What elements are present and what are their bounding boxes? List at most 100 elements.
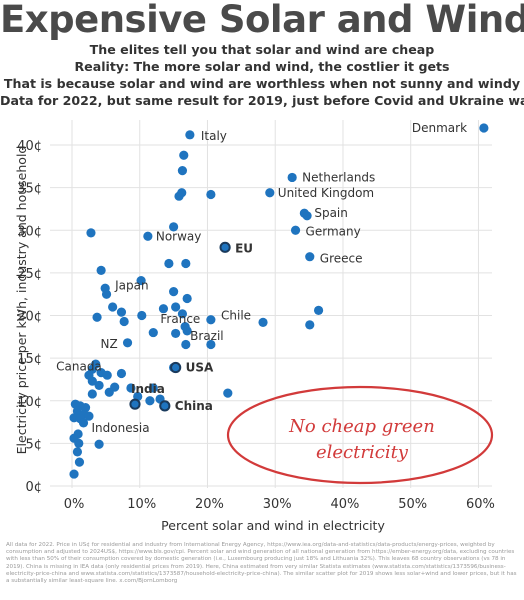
data-point [74, 438, 84, 448]
point-label-norway: Norway [156, 229, 202, 243]
point-label-indonesia: Indonesia [92, 421, 150, 435]
data-point [164, 258, 174, 269]
y-tick-label: 0¢ [25, 480, 42, 495]
chart-title: Expensive Solar and Wind [0, 0, 524, 41]
data-point [84, 411, 94, 421]
y-tick-label: 10¢ [17, 395, 42, 410]
point-label-usa: USA [186, 361, 214, 375]
point-label-china: China [175, 399, 213, 413]
data-point [148, 327, 158, 338]
annotation-line-2: electricity [316, 442, 409, 463]
y-tick-label: 15¢ [17, 352, 42, 367]
data-point [223, 388, 233, 398]
y-tick-label: 30¢ [17, 224, 42, 239]
data-point-denmark [479, 123, 489, 133]
point-label-denmark: Denmark [412, 121, 467, 135]
data-point [145, 396, 155, 406]
subtitle-line-3: That is because solar and wind are worth… [3, 76, 521, 91]
point-label-eu: EU [235, 241, 253, 255]
data-point [169, 287, 179, 297]
data-point [206, 189, 216, 200]
y-tick-label: 25¢ [17, 267, 42, 282]
data-point [302, 211, 312, 221]
data-point-china [159, 400, 171, 412]
y-tick-label: 20¢ [17, 310, 42, 325]
x-tick-label: 50% [398, 497, 427, 512]
point-label-india: India [131, 382, 165, 396]
data-point [104, 387, 114, 397]
x-tick-label: 60% [466, 497, 495, 512]
data-point-greece [305, 252, 315, 262]
data-point [179, 150, 189, 160]
data-point [86, 228, 96, 238]
annotation-ellipse [226, 385, 494, 485]
x-tick-label: 10% [127, 497, 156, 512]
data-point [69, 469, 79, 479]
data-point [206, 339, 216, 350]
point-label-spain: Spain [314, 206, 348, 220]
data-point [94, 439, 104, 449]
data-point [116, 368, 127, 379]
data-point [92, 312, 102, 322]
data-point-brazil [182, 326, 192, 336]
data-point [177, 166, 188, 176]
data-point [96, 265, 106, 275]
data-point [87, 389, 97, 399]
subtitle-line-4: Data for 2022, but same result for 2019,… [0, 93, 524, 108]
subtitle-line-1: The elites tell you that solar and wind … [89, 42, 435, 57]
data-point [171, 328, 181, 339]
data-point-indonesia [78, 418, 89, 428]
y-tick-label: 35¢ [17, 182, 42, 197]
point-label-united-kingdom: United Kingdom [278, 186, 374, 200]
x-tick-label: 20% [195, 497, 224, 512]
x-tick-label: 30% [263, 497, 292, 512]
data-point [174, 191, 184, 201]
data-point [74, 457, 85, 467]
data-point [108, 302, 118, 312]
point-label-canada: Canada [56, 360, 102, 374]
data-point [181, 339, 191, 350]
data-point [171, 302, 181, 312]
data-point [206, 315, 216, 325]
data-point [126, 383, 136, 393]
point-labels: Denmark Italy Netherlands United Kingdom Spa… [56, 121, 467, 435]
data-point [116, 307, 127, 317]
data-point [182, 293, 192, 304]
data-point [72, 447, 83, 457]
y-tick-label: 40¢ [17, 139, 42, 154]
data-point [102, 370, 112, 380]
data-point-eu [219, 241, 231, 253]
data-point-nz [122, 338, 133, 348]
point-label-greece: Greece [320, 252, 363, 266]
data-point [313, 305, 324, 316]
data-point [94, 380, 104, 391]
data-point [101, 289, 112, 299]
point-label-nz: NZ [101, 337, 118, 351]
data-point-norway [143, 231, 153, 241]
footnote: All data for 2022. Price in US¢ for resi… [6, 542, 517, 585]
annotation-line-1: No cheap green [288, 416, 435, 437]
x-tick-label: 40% [331, 497, 360, 512]
y-tick-label: 5¢ [25, 437, 42, 452]
point-label-japan: Japan [114, 279, 148, 293]
y-axis-label: Electricity price per kWh, industry and … [14, 146, 29, 455]
data-point-japan [136, 275, 146, 286]
axis-ticks: 0¢ 5¢ 10¢ 15¢ 20¢ 25¢ 30¢ 35¢ 40¢ 0% 10% 20% 30% 40% 5… [17, 139, 495, 512]
data-point [80, 402, 91, 413]
data-point [305, 320, 315, 330]
point-label-germany: Germany [306, 224, 361, 238]
data-point-italy [185, 130, 195, 140]
data-point [72, 406, 83, 416]
x-tick-label: 0% [64, 497, 85, 512]
data-point [119, 316, 129, 327]
point-label-france: France [160, 312, 200, 326]
data-point-united-kingdom [265, 188, 275, 198]
data-point-chile [258, 317, 268, 327]
data-point [87, 376, 97, 386]
point-label-italy: Italy [201, 129, 227, 143]
data-points [69, 123, 489, 479]
data-point [137, 310, 147, 321]
data-point [181, 258, 191, 269]
point-label-netherlands: Netherlands [302, 170, 375, 184]
